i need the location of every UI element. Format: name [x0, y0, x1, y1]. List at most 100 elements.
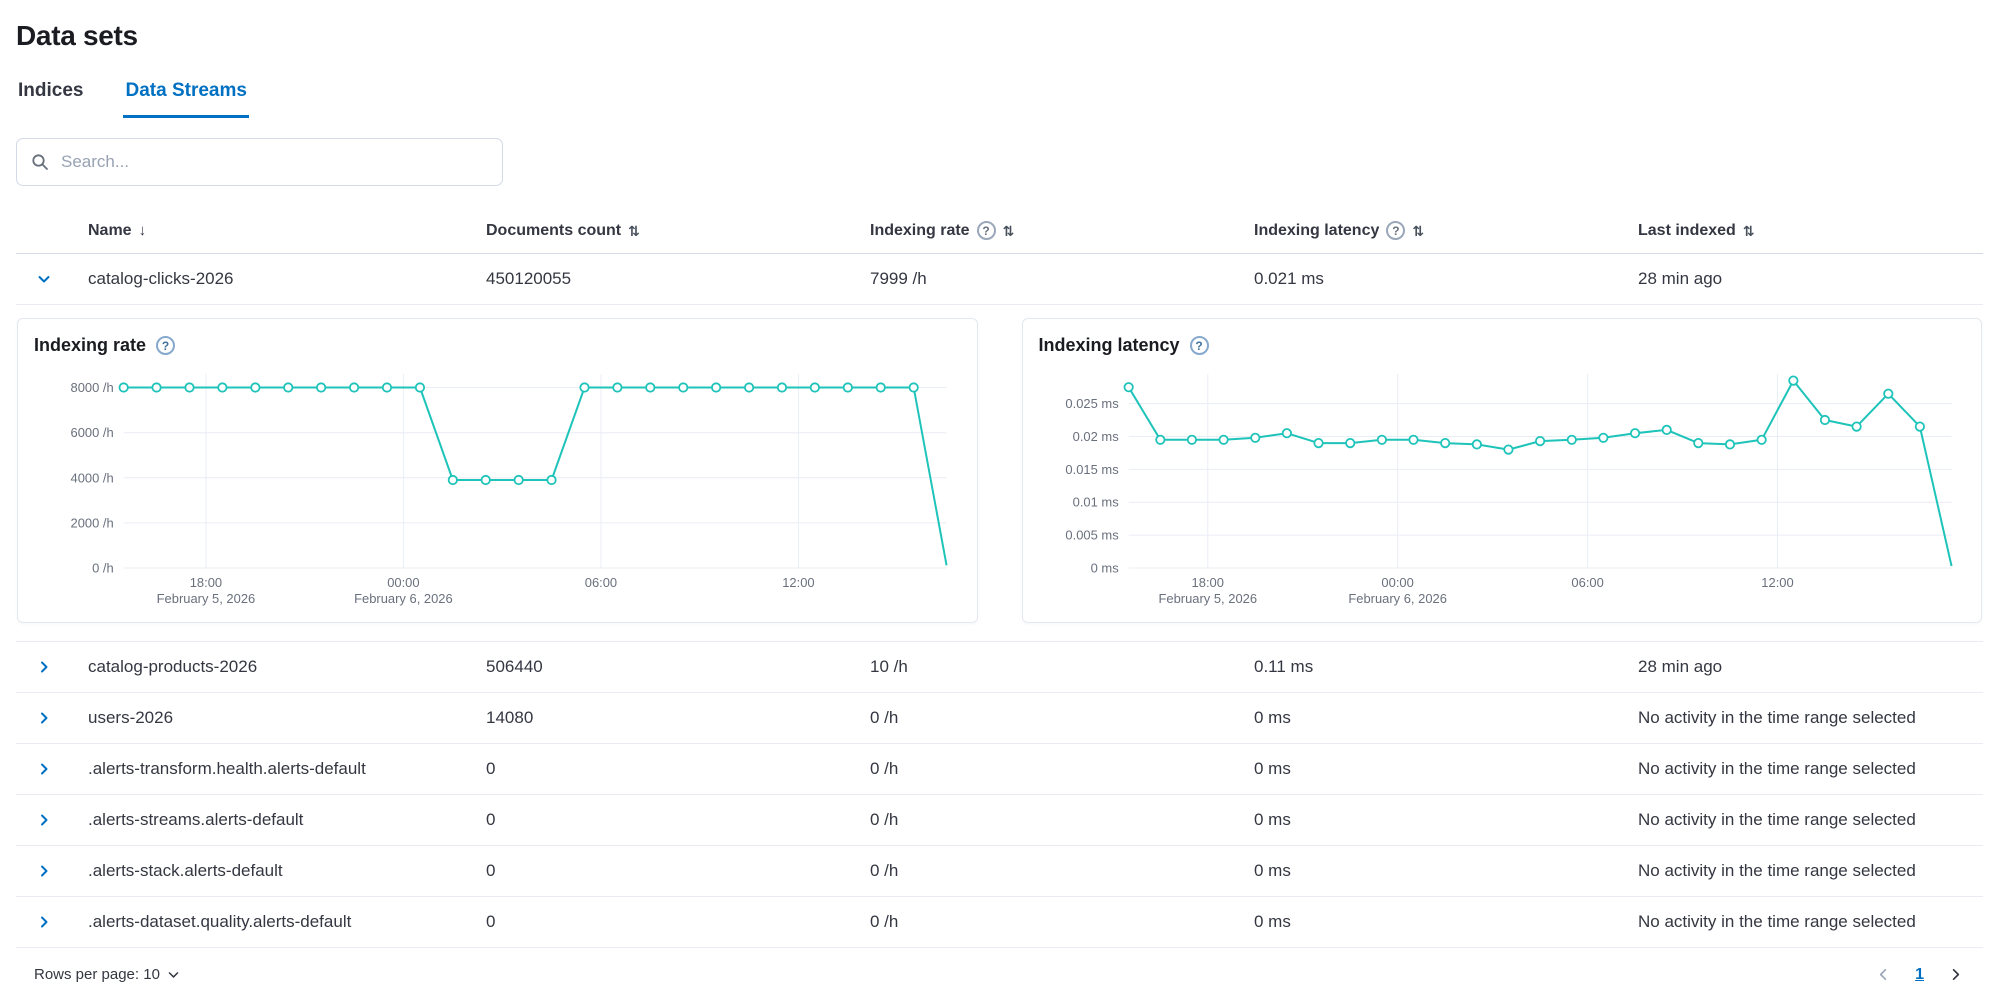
chart-title-row: Indexing rate? [34, 335, 961, 356]
chevron-right-icon [35, 709, 53, 727]
indexing-latency-cell: 0 ms [1254, 912, 1291, 931]
chevron-right-icon [35, 811, 53, 829]
chart-panel-indexing-latency: Indexing latency? 18:00 February 5, 2026 00… [1021, 318, 1982, 623]
chart-title: Indexing latency [1038, 335, 1180, 355]
prev-page-button[interactable] [1872, 963, 1895, 986]
expander-cell [16, 846, 72, 896]
svg-text:0.005 ms: 0.005 ms [1065, 528, 1119, 543]
svg-text:0.01 ms: 0.01 ms [1072, 495, 1119, 510]
tab-indices[interactable]: Indices [18, 80, 84, 101]
help-icon[interactable]: ? [1189, 336, 1209, 355]
svg-text:00:00: 00:00 [1381, 575, 1413, 590]
page-number-1[interactable]: 1 [1915, 965, 1924, 983]
indexing-rate-cell: 0 /h [870, 912, 899, 931]
documents-count-cell: 506440 [486, 657, 543, 676]
last-indexed-cell: 28 min ago [1638, 657, 1723, 676]
search-box[interactable] [16, 138, 503, 186]
column-header-indexing-latency[interactable]: Indexing latency? ⇅ [1238, 208, 1622, 253]
chevron-right-icon [35, 913, 53, 931]
datastream-name: .alerts-transform.health.alerts-default [88, 759, 366, 778]
search-icon [31, 153, 49, 171]
svg-text:00:00: 00:00 [387, 575, 419, 590]
datastream-name: catalog-clicks-2026 [88, 269, 234, 288]
help-icon[interactable]: ? [156, 336, 176, 355]
sort-desc-icon[interactable]: ↓ [138, 222, 147, 239]
expand-row-button[interactable] [31, 705, 57, 731]
chart-title-row: Indexing latency? [1039, 335, 1966, 356]
svg-text:6000 /h: 6000 /h [70, 425, 113, 440]
datastream-name: catalog-products-2026 [88, 657, 258, 676]
indexing-latency-cell: 0.11 ms [1254, 657, 1314, 676]
chevron-down-icon [35, 270, 53, 288]
datastream-name: .alerts-streams.alerts-default [88, 810, 304, 829]
sort-toggle-icon[interactable]: ⇅ [1742, 222, 1755, 239]
svg-text:0.02 ms: 0.02 ms [1072, 429, 1119, 444]
expand-row-button[interactable] [31, 756, 57, 782]
rows-per-page-button[interactable]: Rows per page: 10 [32, 962, 182, 987]
column-label: Indexing rate [870, 221, 970, 239]
sort-toggle-icon[interactable]: ⇅ [1412, 222, 1425, 239]
table-row: .alerts-stack.alerts-default 0 0 /h 0 ms No … [16, 846, 1983, 897]
table-row: users-2026 14080 0 /h 0 ms No activity in th… [16, 693, 1983, 744]
svg-text:06:00: 06:00 [585, 575, 617, 590]
next-page-button[interactable] [1944, 963, 1967, 986]
tab-data-streams[interactable]: Data Streams [123, 74, 249, 118]
collapse-row-button[interactable] [31, 266, 57, 292]
indexing-rate-cell: 0 /h [870, 861, 899, 880]
expand-row-button[interactable] [31, 909, 57, 935]
datastream-name: users-2026 [88, 708, 174, 727]
datastream-name: .alerts-stack.alerts-default [88, 861, 283, 880]
table-body: catalog-clicks-2026 450120055 7999 /h 0.021… [16, 254, 1983, 948]
table-row: .alerts-transform.health.alerts-default 0… [16, 744, 1983, 795]
indexing-rate-cell: 0 /h [870, 759, 899, 778]
svg-text:18:00: 18:00 [190, 575, 222, 590]
svg-text:12:00: 12:00 [782, 575, 814, 590]
chevron-down-icon [167, 968, 180, 981]
indexing-latency-cell: 0 ms [1254, 759, 1291, 778]
documents-count-cell: 0 [486, 861, 496, 880]
expand-row-button[interactable] [31, 858, 57, 884]
chart-title: Indexing rate [34, 335, 147, 355]
indexing-rate-cell: 10 /h [870, 657, 908, 676]
svg-text:February 6, 2026: February 6, 2026 [1348, 591, 1447, 606]
last-indexed-cell: No activity in the time range selected [1638, 759, 1916, 778]
indexing-rate-cell: 0 /h [870, 810, 899, 829]
rows-per-page-label: Rows per page: 10 [34, 966, 160, 983]
last-indexed-cell: No activity in the time range selected [1638, 708, 1916, 727]
expand-row-button[interactable] [31, 807, 57, 833]
indexing-latency-cell: 0 ms [1254, 861, 1291, 880]
column-header-documents-count[interactable]: Documents count ⇅ [470, 208, 854, 253]
expander-cell [16, 795, 72, 845]
search-input[interactable] [59, 151, 488, 173]
indexing-rate-cell: 0 /h [870, 708, 899, 727]
svg-text:2000 /h: 2000 /h [70, 515, 113, 530]
svg-text:0 /h: 0 /h [92, 560, 114, 575]
datastream-name: .alerts-dataset.quality.alerts-default [88, 912, 352, 931]
chevron-left-icon [1876, 967, 1891, 982]
svg-text:February 5, 2026: February 5, 2026 [157, 591, 256, 606]
data-streams-table: Name ↓ Documents count ⇅ Indexing rate? ⇅ Inde… [16, 208, 1983, 948]
sort-toggle-icon[interactable]: ⇅ [628, 222, 640, 239]
sort-toggle-icon[interactable]: ⇅ [1002, 222, 1015, 239]
page-title: Data sets [16, 20, 138, 51]
chevron-right-icon [35, 862, 53, 880]
indexing-latency-cell: 0 ms [1254, 810, 1291, 829]
svg-text:February 5, 2026: February 5, 2026 [1158, 591, 1257, 606]
documents-count-cell: 0 [486, 912, 496, 931]
column-header-last-indexed[interactable]: Last indexed ⇅ [1622, 208, 1983, 253]
svg-text:12:00: 12:00 [1761, 575, 1793, 590]
chevron-right-icon [35, 760, 53, 778]
indexing-rate-cell: 7999 /h [870, 269, 927, 288]
svg-text:18:00: 18:00 [1191, 575, 1223, 590]
expand-row-button[interactable] [31, 654, 57, 680]
table-row: catalog-clicks-2026 450120055 7999 /h 0.021… [16, 254, 1983, 305]
help-icon[interactable]: ? [976, 221, 996, 240]
column-header-name[interactable]: Name ↓ [72, 208, 470, 253]
expander-column-spacer [16, 208, 72, 253]
documents-count-cell: 0 [486, 810, 496, 829]
column-header-indexing-rate[interactable]: Indexing rate? ⇅ [854, 208, 1238, 253]
help-icon[interactable]: ? [1386, 221, 1406, 240]
